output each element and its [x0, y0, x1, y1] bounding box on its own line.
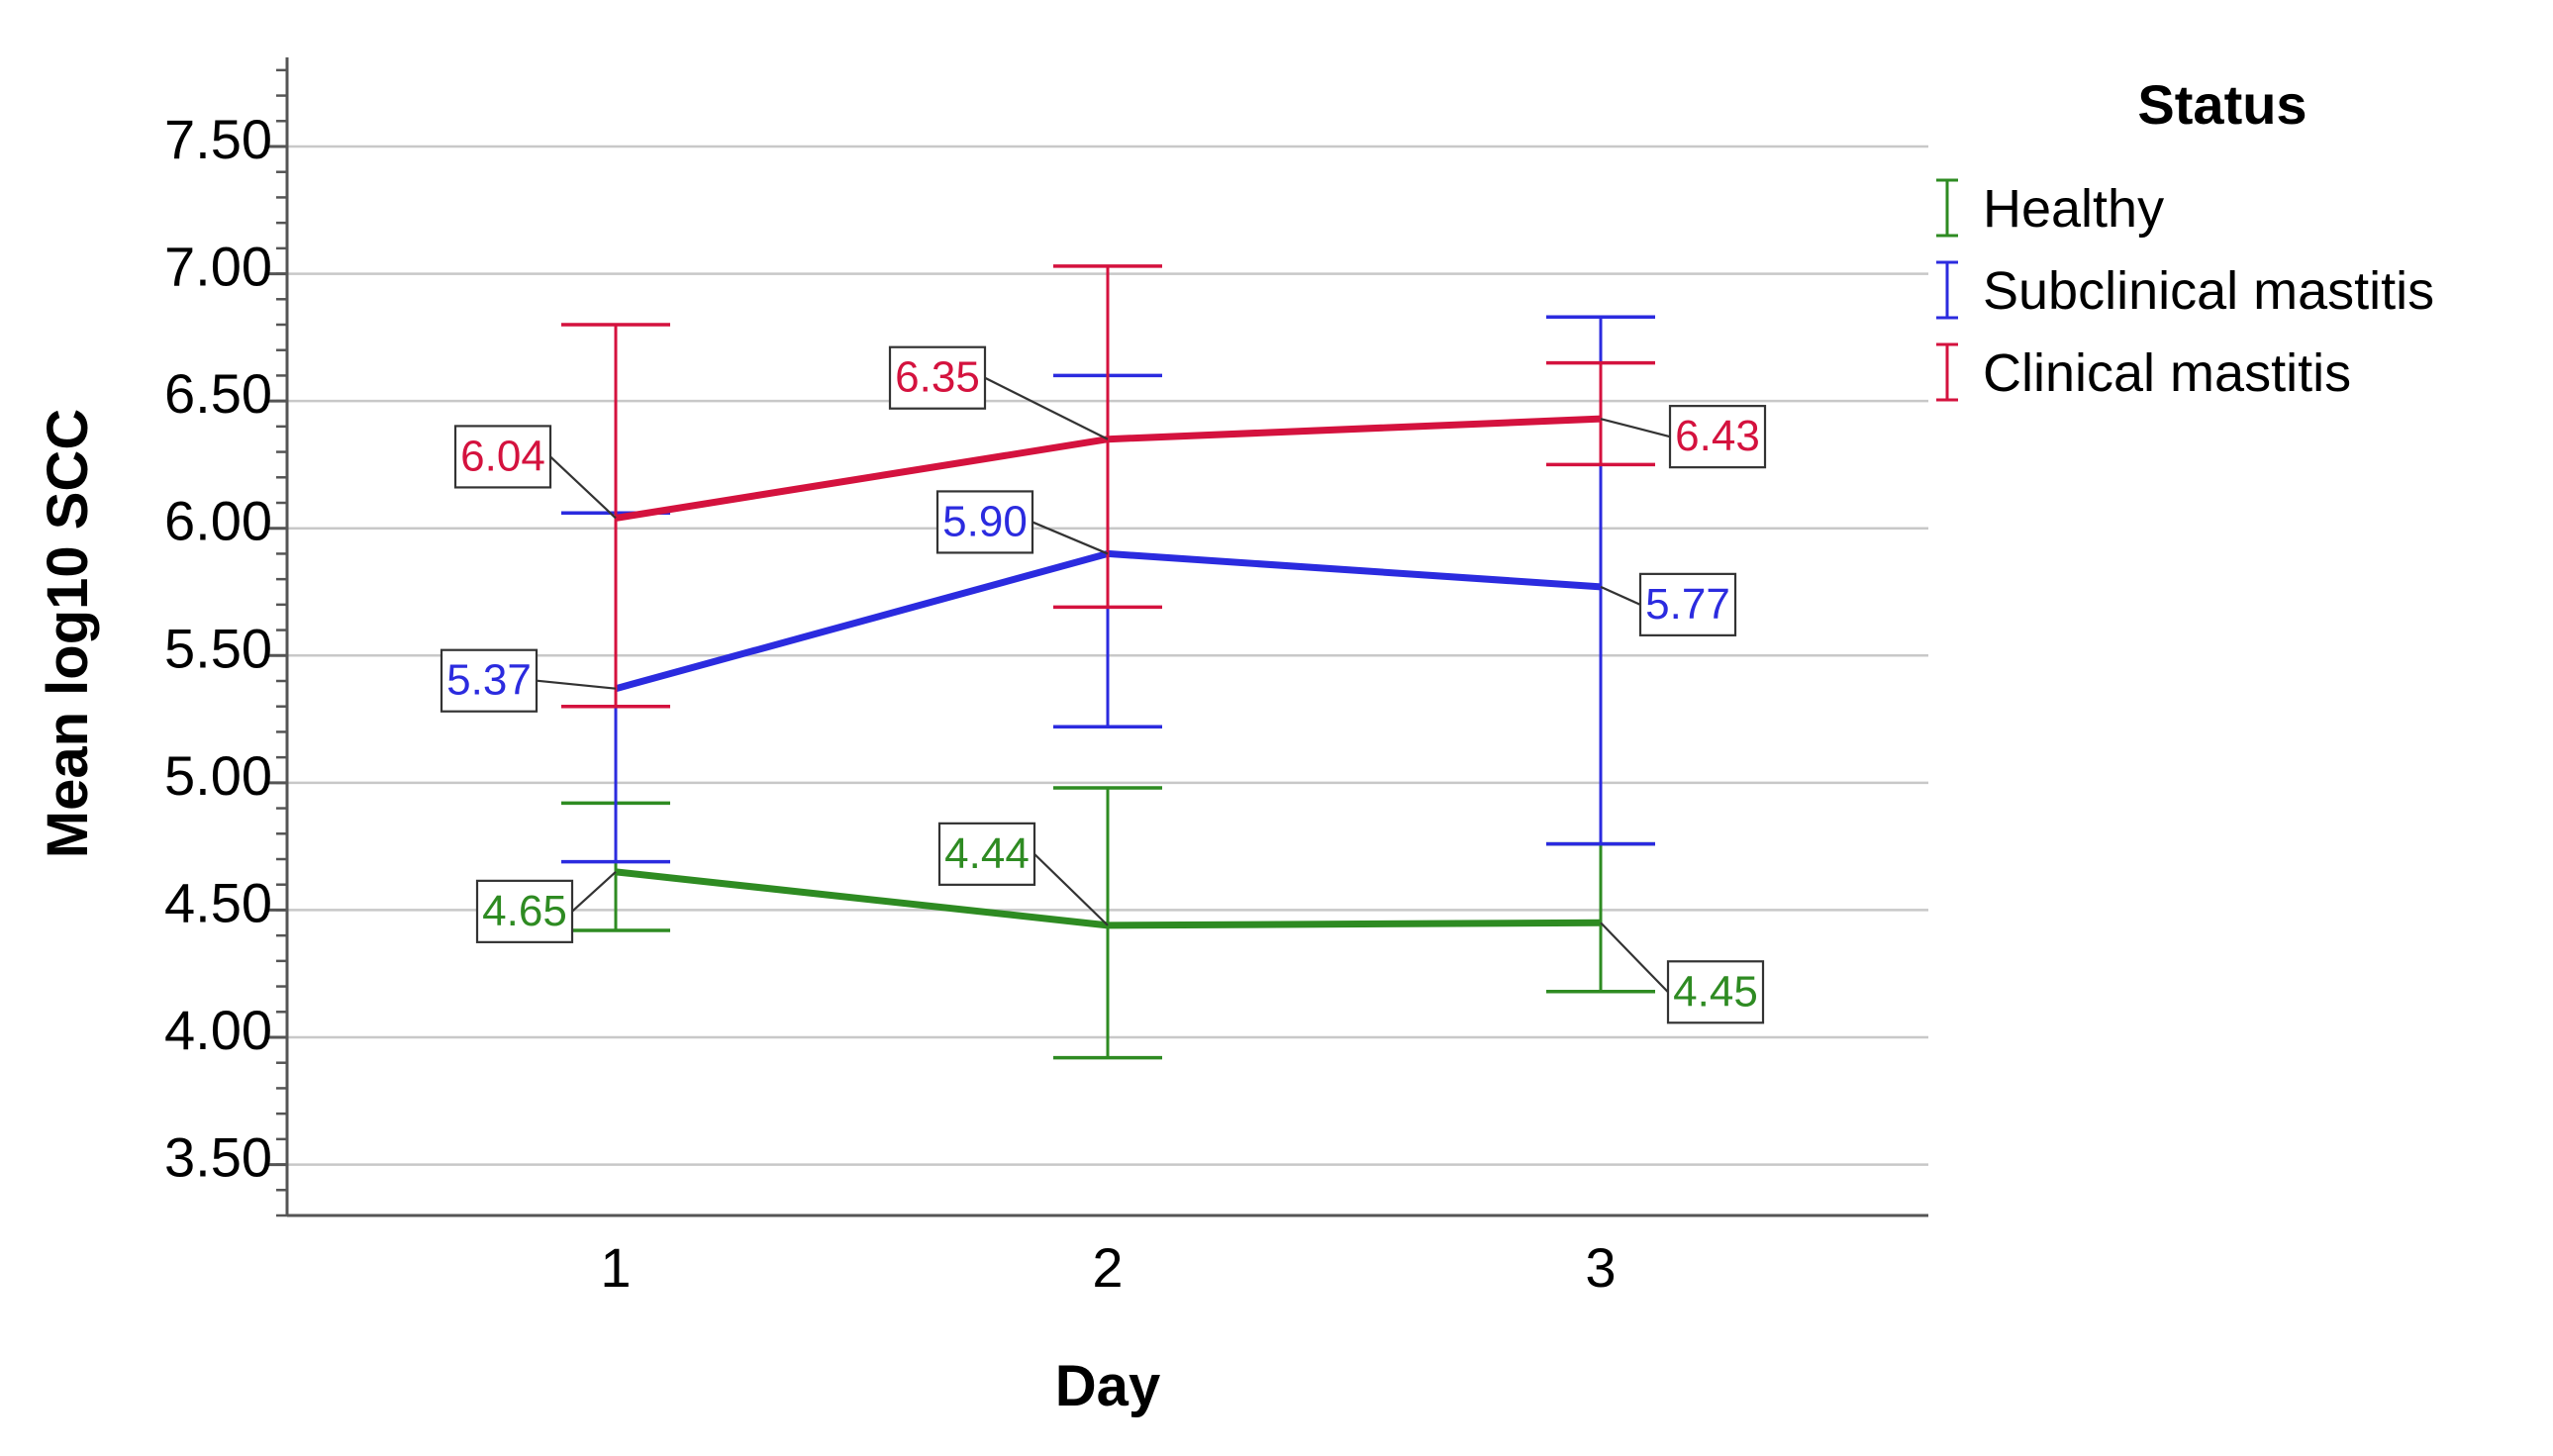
data-label-box — [1638, 572, 1737, 636]
y-axis-title: Mean log10 SCC — [36, 409, 100, 858]
leader-line — [571, 871, 617, 913]
data-label: 4.44 — [937, 822, 1109, 926]
data-label: 6.04 — [453, 425, 617, 520]
data-label: 4.65 — [475, 871, 617, 943]
series-layer — [561, 264, 1655, 1060]
data-label-text: 4.45 — [1673, 967, 1758, 1016]
data-label: 4.45 — [1600, 922, 1765, 1024]
y-tick-label: 4.00 — [164, 999, 272, 1061]
data-label-text: 5.90 — [942, 497, 1028, 545]
leader-line — [1600, 922, 1669, 994]
data-label-text: 6.04 — [460, 432, 545, 480]
legend-label: Clinical mastitis — [1983, 343, 2351, 403]
data-label-box — [1668, 405, 1767, 469]
series-healthy — [561, 786, 1655, 1060]
data-label-text: 6.35 — [895, 353, 980, 402]
data-label-box — [1666, 960, 1765, 1024]
data-label: 6.43 — [1600, 405, 1767, 469]
data-label-box — [935, 490, 1034, 554]
legend-item: Healthy — [1936, 178, 2164, 239]
leader-line — [1600, 585, 1641, 606]
data-label-box — [440, 648, 539, 713]
legend-item: Clinical mastitis — [1936, 342, 2351, 403]
data-label-text: 6.43 — [1675, 412, 1760, 460]
data-label: 5.90 — [935, 490, 1109, 555]
data-label: 6.35 — [888, 345, 1109, 440]
data-label-box — [475, 879, 574, 943]
leader-line — [1033, 853, 1109, 926]
y-tick-label: 6.50 — [164, 362, 272, 425]
data-label-text: 4.44 — [944, 829, 1030, 878]
y-tick-label: 3.50 — [164, 1126, 272, 1189]
data-label-box — [888, 345, 987, 410]
legend-label: Healthy — [1983, 179, 2164, 239]
data-label-box — [453, 425, 552, 489]
x-tick-label: 3 — [1585, 1236, 1616, 1299]
leader-line — [549, 455, 617, 520]
legend-title: Status — [2137, 73, 2307, 136]
x-tick-label: 1 — [600, 1236, 631, 1299]
legend: Status Healthy Subclinical mastitis Clinica… — [1936, 73, 2434, 403]
leader-line — [536, 679, 617, 690]
y-tick-label: 7.50 — [164, 108, 272, 170]
leader-line — [1031, 521, 1109, 555]
y-tick-label: 7.00 — [164, 236, 272, 298]
data-label-text: 4.65 — [482, 887, 567, 935]
data-labels-layer: 4.65 4.44 4.45 5.37 5.90 5.77 6.04 6.35 6.43 — [440, 345, 1767, 1024]
data-label-text: 5.37 — [446, 656, 532, 705]
x-axis-title: Day — [1055, 1354, 1160, 1418]
axes: 3.50 4.00 4.50 5.00 5.50 6.00 6.50 7.00 7.50 1 2 3 D… — [36, 57, 1928, 1418]
data-label: 5.37 — [440, 648, 617, 713]
y-tick-label: 5.00 — [164, 744, 272, 807]
x-tick-label: 2 — [1092, 1236, 1123, 1299]
data-label: 5.77 — [1600, 572, 1737, 636]
data-label-box — [937, 822, 1036, 886]
data-label-text: 5.77 — [1645, 580, 1730, 629]
y-tick-label: 5.50 — [164, 617, 272, 679]
leader-line — [984, 376, 1109, 440]
legend-item: Subclinical mastitis — [1936, 260, 2434, 321]
leader-line — [1600, 418, 1671, 438]
legend-label: Subclinical mastitis — [1983, 261, 2434, 321]
y-tick-label: 6.00 — [164, 490, 272, 552]
y-tick-label: 4.50 — [164, 871, 272, 933]
